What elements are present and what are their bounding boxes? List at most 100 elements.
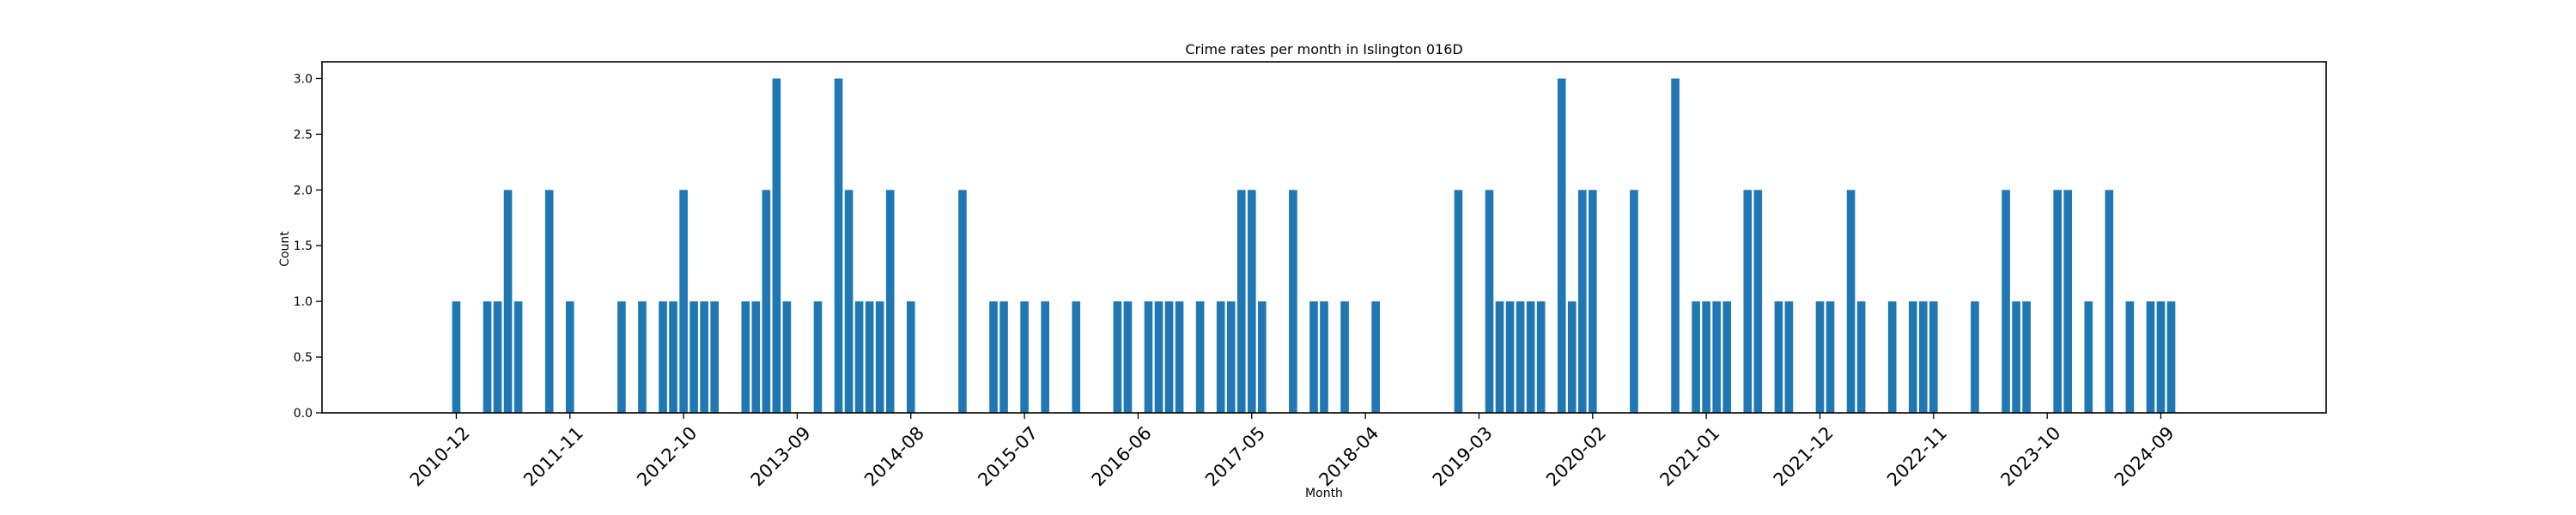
x-tick-label: 2011-11 <box>519 422 587 490</box>
bar-2023-11 <box>2053 190 2062 413</box>
bar-2014-08 <box>906 301 915 413</box>
bar-2019-12 <box>1567 301 1577 413</box>
bar-2014-06 <box>885 190 895 413</box>
bar-2011-06 <box>513 301 523 413</box>
bars <box>452 78 2176 413</box>
bar-2014-02 <box>844 190 854 413</box>
bar-2017-12 <box>1320 301 1328 413</box>
bar-2012-08 <box>659 301 667 413</box>
bar-2011-11 <box>565 301 574 413</box>
bar-2019-05 <box>1495 301 1504 413</box>
y-tick-label: 0.0 <box>294 407 313 421</box>
plot-frame <box>321 61 2327 414</box>
bar-2016-07 <box>1144 301 1153 413</box>
bar-2013-08 <box>782 301 792 413</box>
bar-2019-08 <box>1526 301 1535 413</box>
x-tick-label: 2019-03 <box>1429 422 1497 490</box>
bar-2015-04 <box>989 301 998 413</box>
bar-2021-02 <box>1712 301 1721 413</box>
y-tick-label: 2.5 <box>294 128 313 142</box>
bar-2015-12 <box>1072 301 1081 413</box>
bar-2021-12 <box>1815 301 1825 413</box>
bar-2023-07 <box>2012 301 2020 413</box>
bar-2021-06 <box>1753 190 1763 413</box>
bar-2022-07 <box>1887 301 1897 413</box>
x-axis-label: Month <box>1305 487 1343 500</box>
bar-2015-05 <box>999 301 1008 413</box>
bar-2019-07 <box>1516 301 1525 413</box>
bar-2022-11 <box>1929 301 1938 413</box>
x-tick-label: 2024-09 <box>2111 422 2178 490</box>
bar-2012-06 <box>638 301 647 413</box>
bar-2021-05 <box>1743 190 1753 413</box>
bar-2022-09 <box>1908 301 1917 413</box>
bar-2019-04 <box>1485 190 1494 413</box>
bar-2015-07 <box>1020 301 1029 413</box>
bar-2023-08 <box>2022 301 2031 413</box>
bar-2024-09 <box>2156 301 2166 413</box>
bar-2017-11 <box>1309 301 1318 413</box>
x-axis-ticks: 2010-12 2011-11 2012-10 2013-09 2014-08 2015-… <box>406 413 2178 490</box>
bar-2017-09 <box>1289 190 1297 413</box>
bar-2024-04 <box>2105 190 2114 413</box>
y-tick-label: 1.5 <box>294 239 313 253</box>
bar-2024-08 <box>2146 301 2155 413</box>
bar-2024-06 <box>2125 301 2135 413</box>
bar-2019-11 <box>1557 78 1566 413</box>
y-tick-label: 1.0 <box>294 295 313 309</box>
bar-2023-12 <box>2063 190 2073 413</box>
x-tick-label: 2021-01 <box>1656 422 1723 490</box>
bar-2013-04 <box>741 301 750 413</box>
bar-2016-12 <box>1195 301 1205 413</box>
bar-2021-03 <box>1722 301 1732 413</box>
bar-2013-07 <box>772 78 781 413</box>
bar-2015-09 <box>1041 301 1049 413</box>
y-tick-label: 0.5 <box>294 351 313 365</box>
bar-2024-10 <box>2166 301 2176 413</box>
bar-2022-04 <box>1856 301 1866 413</box>
x-tick-label: 2014-08 <box>860 422 928 490</box>
bar-2023-03 <box>1971 301 1979 413</box>
bar-2011-03 <box>483 301 492 413</box>
bar-2017-06 <box>1258 301 1267 413</box>
bar-2018-02 <box>1340 301 1349 413</box>
y-tick-label: 2.0 <box>294 184 313 197</box>
bar-2011-04 <box>493 301 502 413</box>
bar-2011-05 <box>503 190 513 413</box>
bar-2021-09 <box>1784 301 1794 413</box>
bar-2016-05 <box>1123 301 1133 413</box>
chart-title: Crime rates per month in Islington 016D <box>1185 41 1462 58</box>
bar-2017-03 <box>1226 301 1236 413</box>
bar-2017-04 <box>1236 190 1246 413</box>
bar-2012-10 <box>679 190 688 413</box>
bar-2014-01 <box>834 78 843 413</box>
bar-2016-09 <box>1164 301 1174 413</box>
bar-2011-09 <box>544 190 554 413</box>
bar-2024-02 <box>2084 301 2093 413</box>
bar-2013-05 <box>751 301 761 413</box>
bar-2020-12 <box>1692 301 1700 413</box>
bar-2014-03 <box>854 301 864 413</box>
bar-2020-02 <box>1588 190 1597 413</box>
bar-2016-10 <box>1175 301 1184 413</box>
x-tick-label: 2010-12 <box>406 422 474 490</box>
x-tick-label: 2021-12 <box>1770 422 1838 490</box>
bar-2016-04 <box>1113 301 1122 413</box>
bar-2022-01 <box>1826 301 1835 413</box>
bar-2013-06 <box>762 190 771 413</box>
bar-2013-01 <box>710 301 719 413</box>
x-tick-label: 2015-07 <box>974 422 1042 490</box>
bar-2014-04 <box>865 301 874 413</box>
bar-2017-05 <box>1247 190 1256 413</box>
y-axis-ticks: 0.0 0.5 1.0 1.5 2.0 2.5 3.0 <box>294 72 322 421</box>
bar-2018-05 <box>1371 301 1380 413</box>
bar-2013-11 <box>813 301 823 413</box>
bar-2020-10 <box>1671 78 1680 413</box>
bar-2023-06 <box>2002 190 2010 413</box>
bar-2016-08 <box>1154 301 1163 413</box>
x-tick-label: 2012-10 <box>633 422 701 490</box>
y-tick-label: 3.0 <box>294 72 313 86</box>
bar-2019-06 <box>1505 301 1515 413</box>
bar-2022-03 <box>1846 190 1856 413</box>
